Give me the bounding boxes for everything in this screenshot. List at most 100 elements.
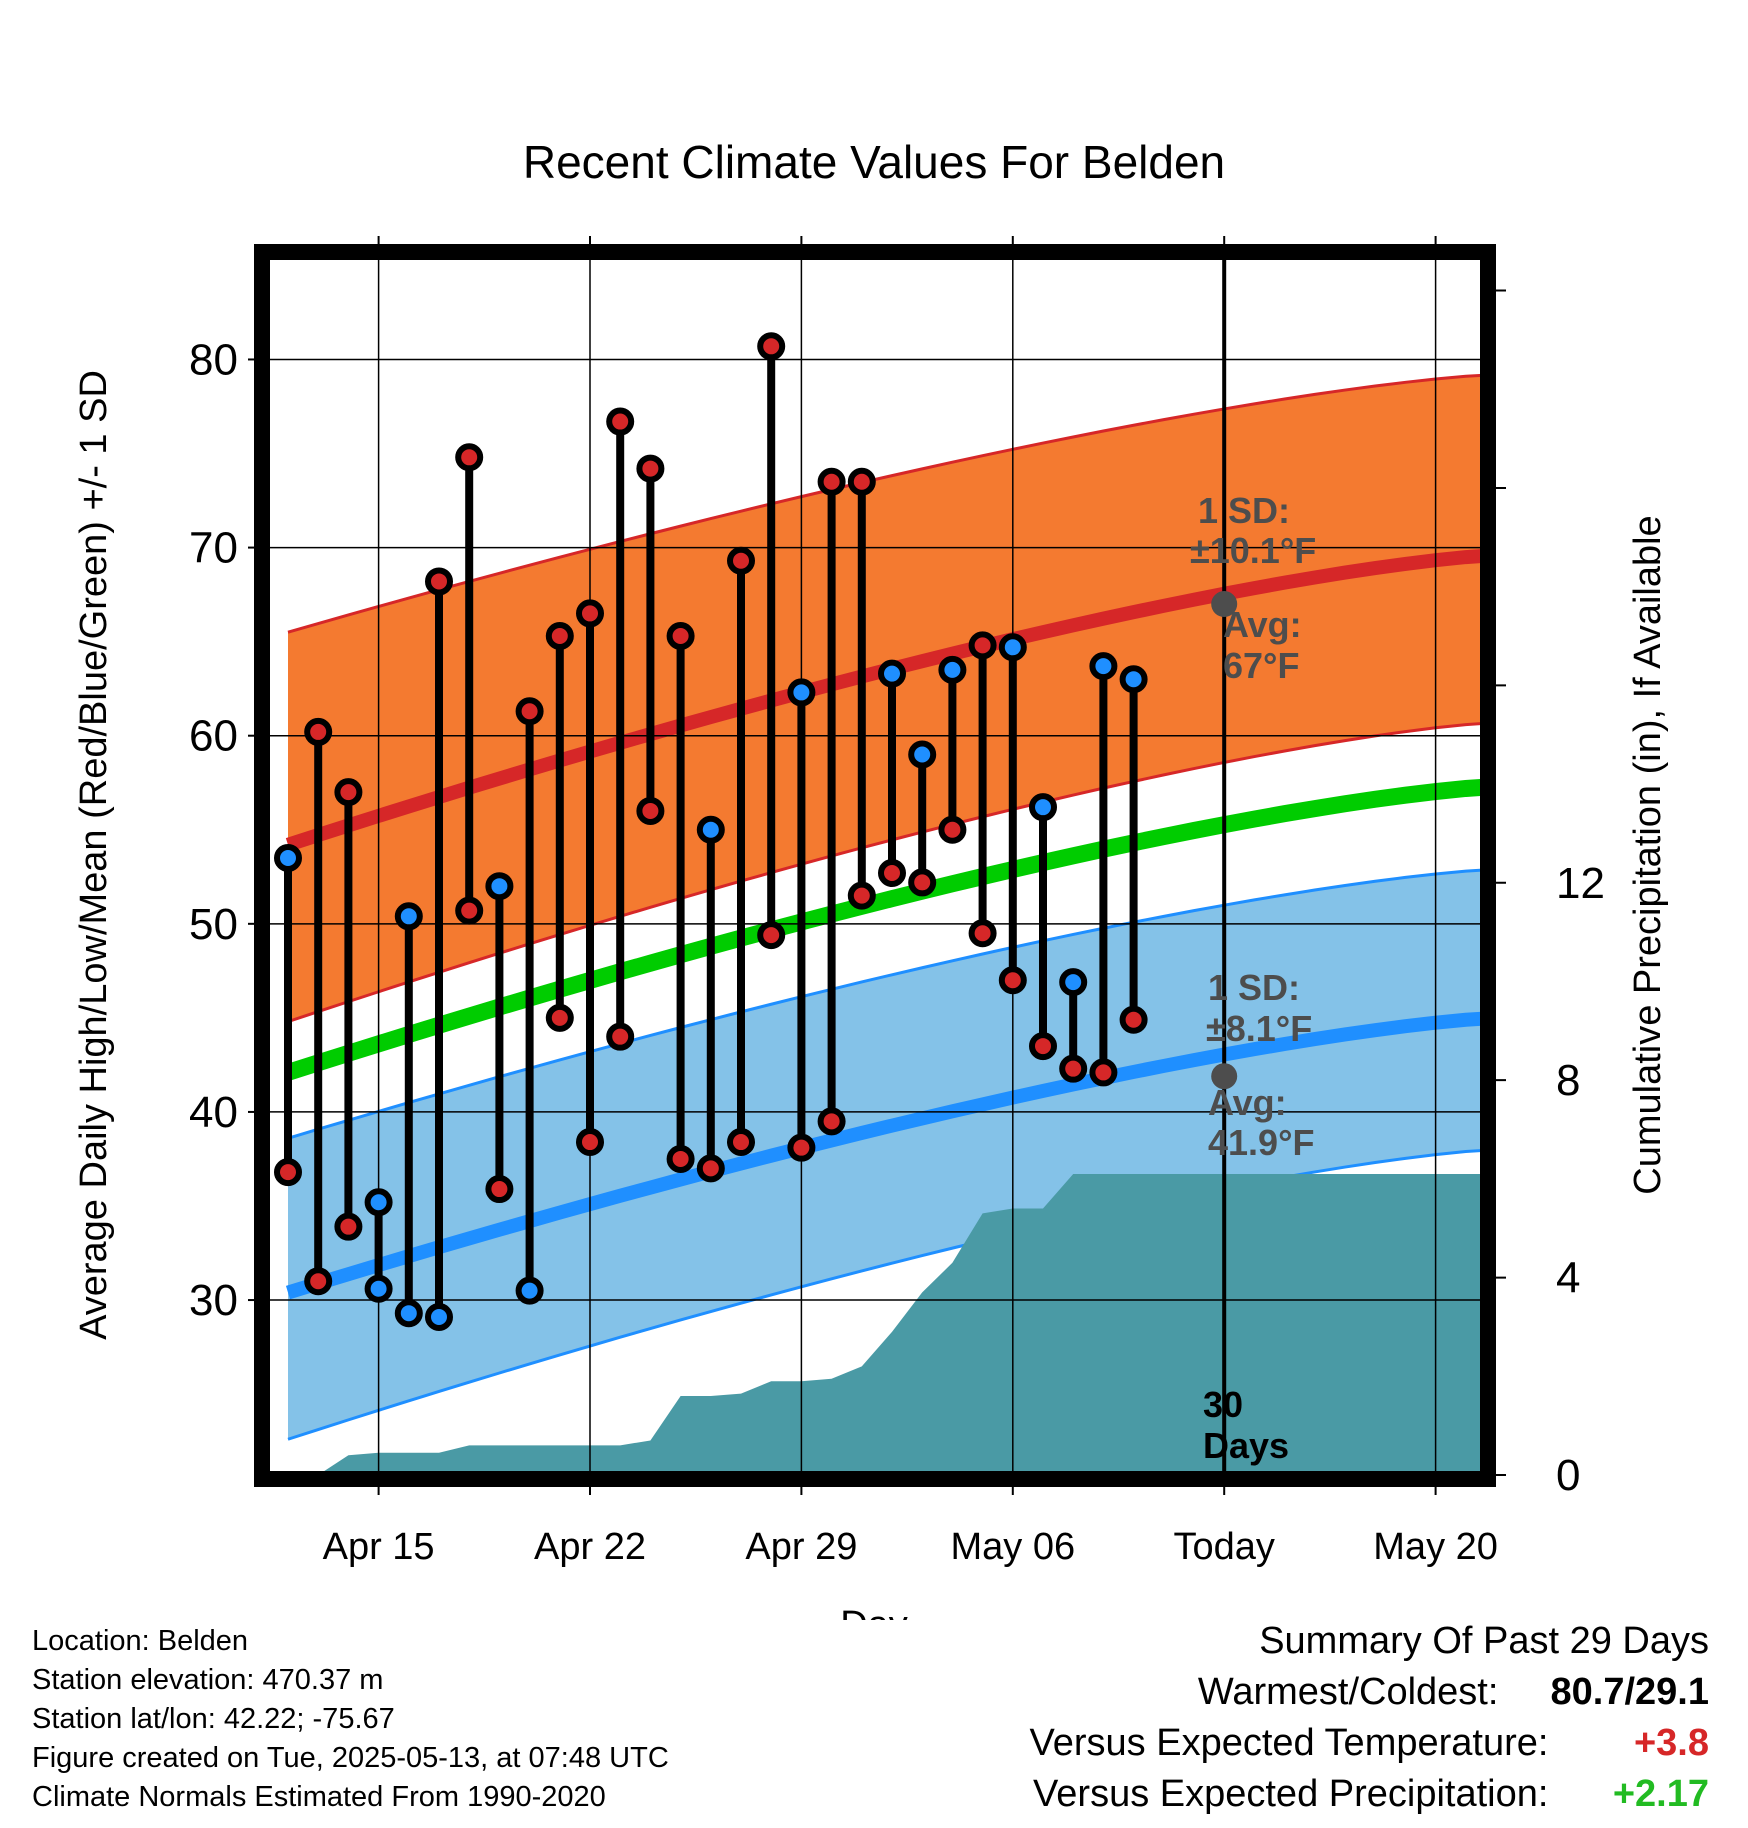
y-axis-left-title: Average Daily High/Low/Mean (Red/Blue/Gr… — [73, 370, 115, 1340]
low-point-25 — [1029, 1032, 1057, 1061]
low-point-26 — [1059, 1054, 1088, 1083]
warm-cold-label: Warmest/Coldest: — [1197, 1671, 1499, 1713]
temp-label: Versus Expected Temperature: — [1029, 1722, 1549, 1764]
high-sd-upper-edge — [287, 373, 1484, 634]
y-left-tick-label-50: 50 — [189, 900, 238, 949]
low-point-21 — [908, 868, 937, 897]
station-info: Location: Belden Station elevation: 470.… — [32, 1622, 669, 1817]
low-point-12 — [636, 796, 665, 825]
high-point-21 — [908, 740, 937, 769]
high-point-6 — [455, 443, 484, 472]
y-right-tick-label-12: 12 — [1556, 859, 1605, 908]
low-point-22 — [938, 815, 967, 844]
high-sd-label-line1: 1 SD: — [1198, 490, 1290, 531]
y-left-tick-label-70: 70 — [189, 524, 238, 573]
low-point-23 — [968, 919, 997, 948]
low-point-5 — [425, 1302, 453, 1331]
high-point-13 — [666, 621, 695, 650]
today-high-avg-dot — [1211, 591, 1238, 618]
x-tick-label-4: Today — [1173, 1526, 1274, 1568]
low-point-2 — [334, 1212, 363, 1241]
precip-area — [288, 1173, 1484, 1475]
high-point-26 — [1059, 968, 1088, 997]
climate-chart: Recent Climate Values For Belden 3040506… — [73, 136, 1669, 1620]
y-right-tick-label-0: 0 — [1556, 1451, 1580, 1500]
high-point-27 — [1089, 652, 1118, 681]
precip-label: Versus Expected Precipitation: — [1033, 1773, 1549, 1815]
summary-precip-row: Versus Expected Precipitation: +2.17 — [809, 1769, 1709, 1820]
high-point-3 — [364, 1188, 393, 1217]
precip-value: +2.17 — [1612, 1773, 1709, 1815]
high-point-4 — [394, 902, 423, 931]
x-axis-title: Day — [840, 1604, 908, 1620]
created-text: Figure created on Tue, 2025-05-13, at 07… — [32, 1742, 669, 1774]
low-point-0 — [274, 1158, 302, 1187]
window-label-line1: 30 — [1203, 1384, 1243, 1425]
high-point-28 — [1119, 665, 1148, 694]
mean-line — [285, 778, 1484, 1081]
high-point-20 — [878, 659, 906, 688]
y-left-tick-label-40: 40 — [189, 1088, 238, 1137]
low-point-11 — [606, 1022, 635, 1051]
low-point-13 — [666, 1144, 695, 1173]
low-point-20 — [878, 859, 906, 888]
high-point-16 — [757, 332, 786, 361]
low-point-17 — [787, 1133, 816, 1162]
x-tick-label-2: Apr 29 — [745, 1526, 857, 1568]
high-point-10 — [576, 599, 604, 628]
low-point-15 — [727, 1128, 755, 1157]
summary-warm-cold-row: Warmest/Coldest: 80.7/29.1 — [809, 1667, 1709, 1718]
high-point-7 — [485, 872, 514, 901]
high-avg-label-line2: 67°F — [1223, 645, 1299, 686]
low-avg-label-line1: Avg: — [1208, 1082, 1287, 1123]
elevation-text: Station elevation: 470.37 m — [32, 1664, 384, 1696]
location-text: Location: Belden — [32, 1625, 249, 1657]
low-point-18 — [817, 1107, 846, 1136]
high-point-23 — [968, 631, 997, 660]
summary-heading: Summary Of Past 29 Days — [1259, 1620, 1709, 1662]
today-low-avg-dot — [1211, 1063, 1238, 1090]
y-left-tick-label-80: 80 — [189, 335, 238, 384]
high-point-15 — [727, 546, 755, 575]
low-point-7 — [485, 1175, 514, 1204]
low-avg-label-line2: 41.9°F — [1208, 1122, 1314, 1163]
high-avg-label-line1: Avg: — [1223, 604, 1302, 645]
high-point-19 — [847, 467, 876, 496]
window-label-line2: Days — [1203, 1425, 1289, 1466]
high-point-11 — [606, 407, 635, 436]
low-point-8 — [515, 1276, 544, 1305]
low-point-14 — [696, 1154, 725, 1183]
low-sd-label-line2: ±8.1°F — [1206, 1008, 1312, 1049]
high-point-8 — [515, 697, 544, 726]
low-point-19 — [847, 881, 876, 910]
x-tick-label-3: May 06 — [950, 1526, 1075, 1568]
high-point-2 — [334, 778, 363, 807]
x-tick-label-5: May 20 — [1373, 1526, 1498, 1568]
high-point-25 — [1029, 793, 1057, 822]
low-sd-band — [288, 869, 1484, 1440]
low-point-28 — [1119, 1005, 1148, 1034]
low-sd-label-line1: 1 SD: — [1208, 967, 1300, 1008]
high-point-12 — [636, 454, 665, 483]
low-point-10 — [576, 1128, 604, 1157]
warm-cold-value: 80.7/29.1 — [1550, 1671, 1709, 1713]
low-point-1 — [304, 1267, 333, 1296]
y-left-tick-label-60: 60 — [189, 712, 238, 761]
low-point-4 — [394, 1299, 423, 1328]
high-point-18 — [817, 467, 846, 496]
chart-title: Recent Climate Values For Belden — [523, 136, 1225, 188]
low-sd-upper-edge — [287, 868, 1484, 1140]
high-point-5 — [425, 567, 453, 596]
high-point-0 — [274, 843, 302, 872]
high-point-1 — [304, 717, 333, 746]
low-point-27 — [1089, 1058, 1118, 1087]
low-avg-line — [285, 1011, 1484, 1300]
latlon-text: Station lat/lon: 42.22; -75.67 — [32, 1703, 395, 1735]
normals-text: Climate Normals Estimated From 1990-2020 — [32, 1781, 606, 1813]
summary-panel: Summary Of Past 29 Days Warmest/Coldest:… — [809, 1616, 1709, 1820]
y-right-tick-label-4: 4 — [1556, 1254, 1580, 1303]
summary-temp-row: Versus Expected Temperature: +3.8 — [809, 1718, 1709, 1769]
x-tick-label-1: Apr 22 — [534, 1526, 646, 1568]
high-point-22 — [938, 655, 967, 684]
high-point-17 — [787, 678, 816, 707]
